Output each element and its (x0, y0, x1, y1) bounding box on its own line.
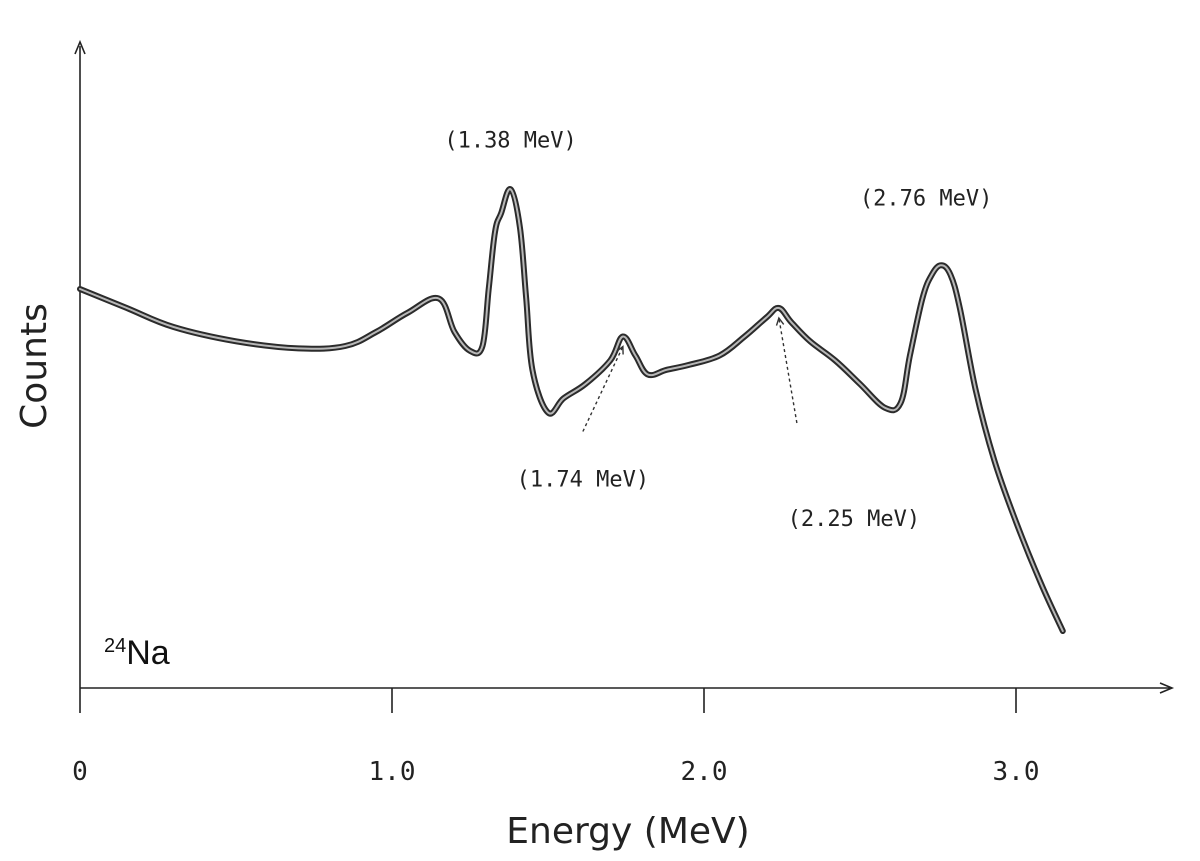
isotope-label: 24Na (104, 634, 170, 672)
annotation-arrowhead (616, 345, 624, 355)
annotation-arrow (778, 317, 798, 424)
x-axis-title: Energy (MeV) (506, 811, 749, 852)
x-tick-label: 2.0 (681, 757, 728, 787)
axes (74, 39, 1175, 713)
spectrum-line-outline (77, 186, 1066, 634)
x-ticks: 0 1.0 2.0 3.0 (72, 688, 1039, 787)
isotope-mass-number: 24 (104, 635, 126, 657)
series-layer (77, 186, 1066, 634)
annotation-arrow (582, 346, 624, 432)
y-axis-arrow (74, 39, 86, 55)
annotation-arrowhead (775, 316, 785, 326)
y-axis-title: Counts (14, 303, 55, 429)
peak-annotation: (1.38 MeV) (444, 128, 576, 153)
peak-annotation: (2.76 MeV) (860, 186, 992, 211)
x-tick-label: 3.0 (993, 757, 1040, 787)
annotations: (1.38 MeV) (1.74 MeV) (2.25 MeV) (2.76 MeV) (444, 128, 992, 532)
x-tick-label: 1.0 (369, 757, 416, 787)
x-tick-label: 0 (72, 757, 88, 787)
peak-annotation: (2.25 MeV) (788, 507, 920, 532)
x-axis-arrow (1159, 682, 1175, 694)
peak-annotation: (1.74 MeV) (517, 468, 649, 493)
isotope-symbol: Na (126, 634, 170, 672)
spectrum-line (79, 188, 1064, 632)
